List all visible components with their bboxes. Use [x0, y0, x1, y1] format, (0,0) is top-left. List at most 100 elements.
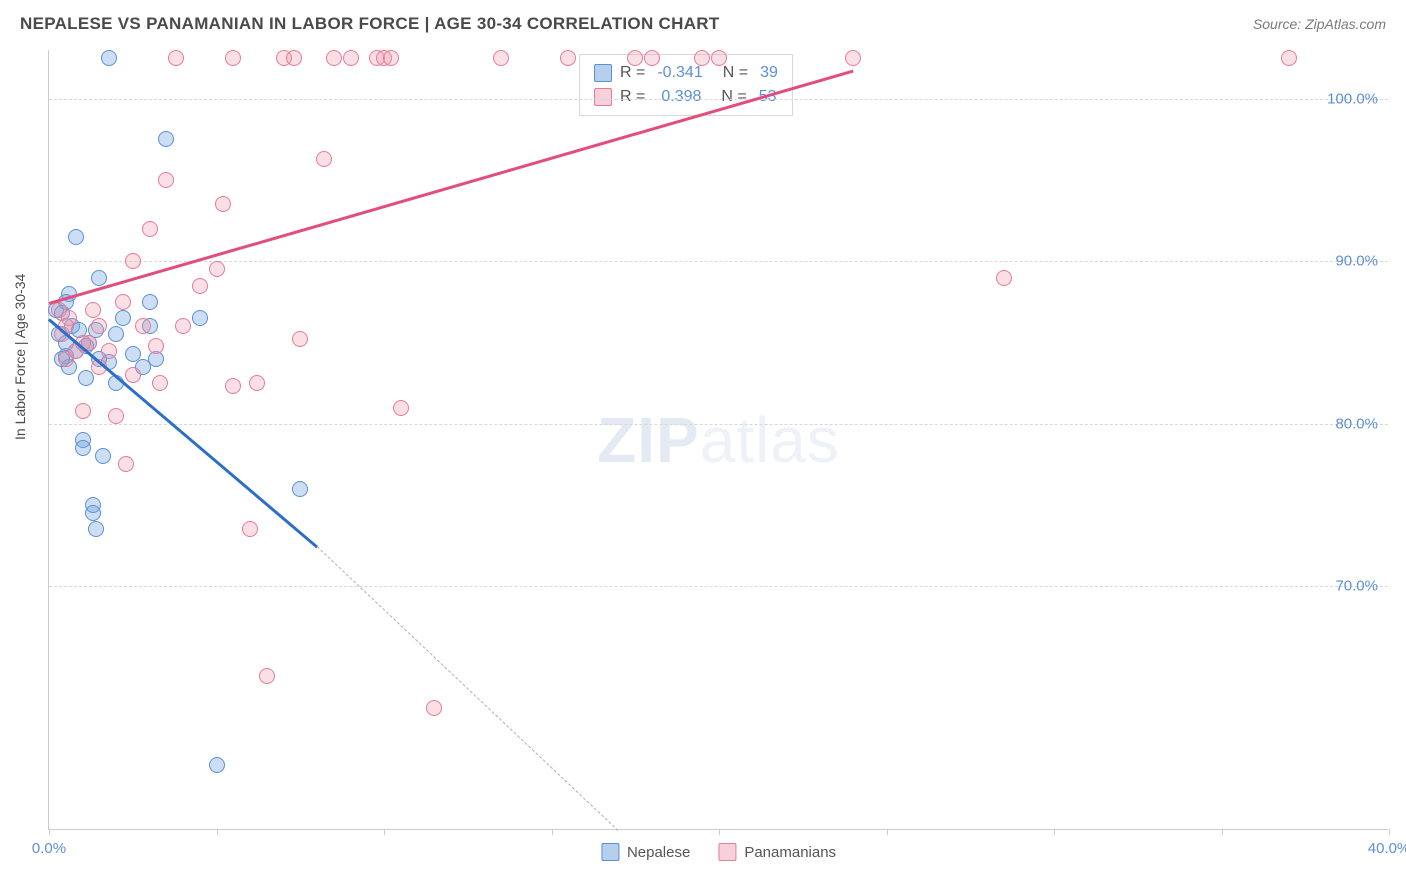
data-point	[209, 261, 225, 277]
data-point	[326, 50, 342, 66]
data-point	[88, 521, 104, 537]
legend-label-nepalese: Nepalese	[627, 844, 690, 861]
x-tick-label: 40.0%	[1368, 840, 1406, 857]
data-point	[426, 700, 442, 716]
r-value-nepalese: -0.341	[657, 61, 702, 85]
data-point	[158, 172, 174, 188]
x-tick	[552, 829, 553, 835]
data-point	[242, 521, 258, 537]
y-tick-label: 80.0%	[1335, 415, 1378, 432]
data-point	[249, 375, 265, 391]
data-point	[286, 50, 302, 66]
data-point	[168, 50, 184, 66]
scatter-chart: ZIPatlas R = -0.341 N = 39 R = 0.398 N =…	[48, 50, 1388, 830]
data-point	[192, 278, 208, 294]
data-point	[148, 338, 164, 354]
data-point	[493, 50, 509, 66]
data-point	[91, 318, 107, 334]
y-tick-label: 90.0%	[1335, 253, 1378, 270]
x-tick	[1389, 829, 1390, 835]
data-point	[711, 50, 727, 66]
data-point	[383, 50, 399, 66]
swatch-blue	[594, 64, 612, 82]
data-point	[209, 757, 225, 773]
y-tick-label: 100.0%	[1327, 90, 1378, 107]
legend-row-panamanians: R = 0.398 N = 53	[594, 85, 778, 109]
trend-line	[317, 546, 619, 831]
series-legend: Nepalese Panamanians	[601, 843, 836, 861]
x-tick	[887, 829, 888, 835]
data-point	[142, 221, 158, 237]
data-point	[115, 310, 131, 326]
legend-label-panamanians: Panamanians	[744, 844, 836, 861]
data-point	[343, 50, 359, 66]
watermark: ZIPatlas	[597, 403, 840, 477]
data-point	[125, 253, 141, 269]
data-point	[75, 403, 91, 419]
data-point	[292, 481, 308, 497]
data-point	[115, 294, 131, 310]
data-point	[135, 318, 151, 334]
data-point	[292, 331, 308, 347]
n-value-nepalese: 39	[760, 61, 778, 85]
data-point	[75, 440, 91, 456]
gridline	[49, 261, 1388, 262]
y-tick-label: 70.0%	[1335, 578, 1378, 595]
y-axis-label: In Labor Force | Age 30-34	[12, 274, 28, 440]
chart-header: NEPALESE VS PANAMANIAN IN LABOR FORCE | …	[0, 0, 1406, 44]
x-tick	[719, 829, 720, 835]
gridline	[49, 424, 1388, 425]
data-point	[175, 318, 191, 334]
chart-source: Source: ZipAtlas.com	[1253, 16, 1386, 32]
x-tick	[217, 829, 218, 835]
data-point	[101, 343, 117, 359]
legend-item-panamanians: Panamanians	[718, 843, 836, 861]
data-point	[68, 229, 84, 245]
data-point	[118, 456, 134, 472]
data-point	[215, 196, 231, 212]
data-point	[85, 302, 101, 318]
data-point	[259, 668, 275, 684]
data-point	[316, 151, 332, 167]
watermark-rest: atlas	[700, 404, 840, 476]
data-point	[108, 408, 124, 424]
data-point	[192, 310, 208, 326]
data-point	[78, 370, 94, 386]
data-point	[85, 505, 101, 521]
swatch-blue	[601, 843, 619, 861]
data-point	[225, 50, 241, 66]
data-point	[694, 50, 710, 66]
data-point	[158, 131, 174, 147]
x-tick	[384, 829, 385, 835]
data-point	[627, 50, 643, 66]
data-point	[101, 50, 117, 66]
data-point	[108, 326, 124, 342]
swatch-pink	[718, 843, 736, 861]
legend-row-nepalese: R = -0.341 N = 39	[594, 61, 778, 85]
data-point	[95, 448, 111, 464]
chart-title: NEPALESE VS PANAMANIAN IN LABOR FORCE | …	[20, 14, 720, 34]
watermark-bold: ZIP	[597, 404, 700, 476]
data-point	[125, 367, 141, 383]
r-label: R =	[620, 85, 645, 109]
data-point	[845, 50, 861, 66]
data-point	[560, 50, 576, 66]
data-point	[393, 400, 409, 416]
data-point	[996, 270, 1012, 286]
x-tick-label: 0.0%	[32, 840, 66, 857]
legend-item-nepalese: Nepalese	[601, 843, 690, 861]
data-point	[142, 294, 158, 310]
x-tick	[1054, 829, 1055, 835]
n-label: N =	[723, 61, 748, 85]
x-tick	[49, 829, 50, 835]
data-point	[225, 378, 241, 394]
data-point	[644, 50, 660, 66]
data-point	[91, 270, 107, 286]
gridline	[49, 99, 1388, 100]
correlation-legend: R = -0.341 N = 39 R = 0.398 N = 53	[579, 54, 793, 116]
data-point	[152, 375, 168, 391]
r-value-panamanians: 0.398	[661, 85, 701, 109]
gridline	[49, 586, 1388, 587]
data-point	[1281, 50, 1297, 66]
x-tick	[1222, 829, 1223, 835]
